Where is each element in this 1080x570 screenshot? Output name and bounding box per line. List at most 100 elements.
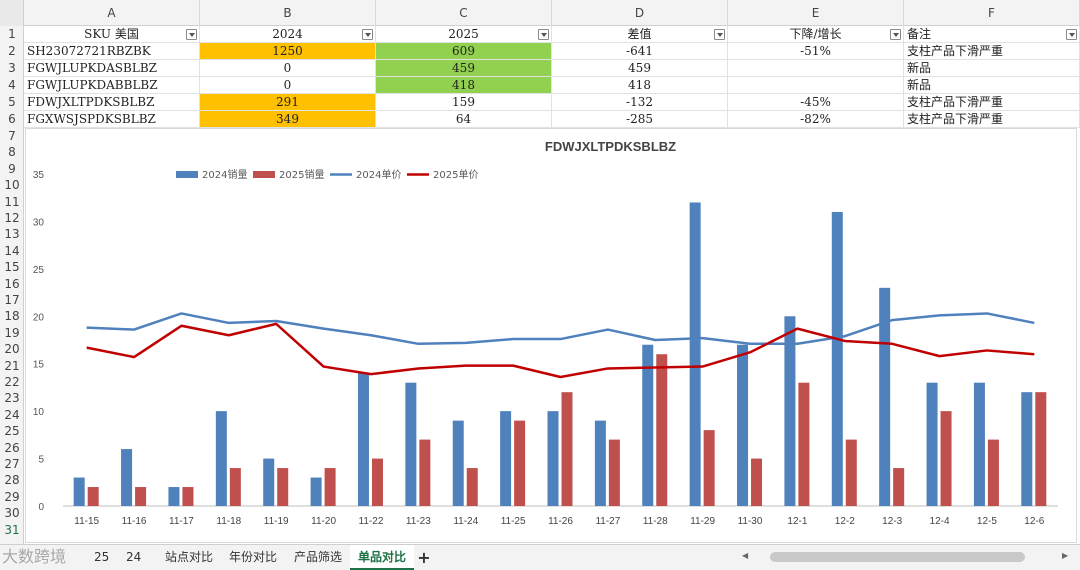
table-cell[interactable]: 支柱产品下滑严重 (904, 94, 1080, 111)
row-number[interactable]: 10 (4, 178, 20, 193)
table-cell[interactable]: -132 (552, 94, 728, 111)
sheet-tab-year-compare[interactable]: 年份对比 (229, 550, 278, 564)
row-number[interactable]: 19 (4, 325, 20, 340)
header-diff[interactable]: 差值 (552, 26, 728, 43)
chart-svg: FDWJXLTPDKSBLBZ 0 5 10 15 20 25 30 35 11-15 11-16 1… (33, 139, 1058, 527)
row-number[interactable]: 1 (8, 27, 16, 41)
table-cell[interactable]: 1250 (200, 43, 376, 60)
row-number[interactable]: 5 (8, 95, 16, 109)
table-cell[interactable]: 159 (376, 94, 552, 111)
row-number[interactable]: 13 (4, 227, 20, 242)
sheet-tab-24[interactable]: 24 (126, 550, 142, 564)
sheet-tab-single-compare[interactable]: 单品对比 (350, 545, 415, 570)
row-number[interactable]: 9 (8, 161, 16, 176)
row-number[interactable]: 2 (8, 44, 16, 58)
sheet-tab-product-filter[interactable]: 产品筛选 (294, 550, 343, 564)
row-number[interactable]: 16 (4, 276, 20, 291)
row-number[interactable]: 31 (4, 522, 20, 537)
row-number[interactable]: 3 (8, 61, 16, 75)
row-number[interactable]: 28 (4, 473, 20, 488)
table-cell[interactable]: -285 (552, 111, 728, 128)
row-number[interactable]: 18 (4, 309, 20, 324)
filter-dropdown-icon[interactable] (538, 29, 549, 40)
row-number[interactable]: 22 (4, 375, 20, 389)
row-number[interactable]: 23 (4, 391, 20, 406)
table-cell[interactable]: -82% (728, 111, 904, 128)
row-number[interactable]: 30 (4, 506, 20, 521)
row-number[interactable]: 29 (4, 489, 20, 504)
scroll-left-icon[interactable]: ◀ (742, 551, 749, 560)
x-tick-label: 11-27 (595, 516, 620, 527)
scroll-right-icon[interactable]: ▶ (1062, 551, 1069, 560)
table-cell[interactable]: 418 (376, 77, 552, 94)
row-number[interactable]: 14 (4, 243, 20, 258)
table-cell[interactable]: FGWJLUPKDASBLBZ (24, 60, 200, 77)
row-number[interactable]: 25 (4, 424, 20, 439)
header-note[interactable]: 备注 (904, 26, 1080, 43)
table-cell[interactable]: 0 (200, 77, 376, 94)
header-2025[interactable]: 2025 (376, 26, 552, 43)
table-cell[interactable]: -51% (728, 43, 904, 60)
column-header-a[interactable]: A (24, 0, 200, 26)
header-change[interactable]: 下降/增长 (728, 26, 904, 43)
table-cell[interactable]: FGXWSJSPDKSBLBZ (24, 111, 200, 128)
table-cell[interactable]: 291 (200, 94, 376, 111)
row-number[interactable]: 7 (8, 129, 16, 143)
select-all-corner[interactable] (0, 0, 24, 26)
bar-2024销量 (452, 420, 464, 506)
row-number[interactable]: 6 (8, 112, 16, 126)
row-number[interactable]: 8 (8, 145, 16, 160)
column-header-f[interactable]: F (904, 0, 1080, 26)
table-cell[interactable]: 349 (200, 111, 376, 128)
table-cell[interactable]: 0 (200, 60, 376, 77)
filter-dropdown-icon[interactable] (890, 29, 901, 40)
table-cell[interactable]: FDWJXLTPDKSBLBZ (24, 94, 200, 111)
row-number[interactable]: 27 (4, 457, 20, 471)
row-number[interactable]: 26 (4, 440, 20, 455)
row-number[interactable]: 20 (4, 342, 20, 357)
row-number[interactable]: 21 (4, 358, 20, 373)
filter-dropdown-icon[interactable] (186, 29, 197, 40)
header-2024[interactable]: 2024 (200, 26, 376, 43)
header-sku-label: SKU 美国 (84, 27, 139, 41)
sheet-tab-25[interactable]: 25 (94, 550, 110, 564)
bar-2024销量 (310, 477, 322, 506)
table-cell[interactable]: 459 (376, 60, 552, 77)
column-header-c[interactable]: C (376, 0, 552, 26)
table-cell[interactable]: -45% (728, 94, 904, 111)
row-number[interactable]: 12 (4, 211, 20, 225)
row-number[interactable]: 4 (8, 78, 16, 92)
table-cell[interactable]: FGWJLUPKDABBLBZ (24, 77, 200, 94)
filter-dropdown-icon[interactable] (714, 29, 725, 40)
add-sheet-button[interactable]: + (417, 548, 431, 567)
table-cell[interactable]: 新品 (904, 77, 1080, 94)
row-number[interactable]: 11 (4, 194, 20, 209)
column-header-b[interactable]: B (200, 0, 376, 26)
sheet-tab-site-compare[interactable]: 站点对比 (165, 550, 214, 564)
filter-dropdown-icon[interactable] (362, 29, 373, 40)
column-header-e[interactable]: E (728, 0, 904, 26)
table-cell[interactable]: 459 (552, 60, 728, 77)
table-cell[interactable]: 支柱产品下滑严重 (904, 43, 1080, 60)
filter-dropdown-icon[interactable] (1066, 29, 1077, 40)
bar-2025销量 (798, 382, 810, 506)
column-header-d[interactable]: D (552, 0, 728, 26)
table-cell[interactable]: 新品 (904, 60, 1080, 77)
row-number[interactable]: 17 (4, 293, 20, 307)
horizontal-scrollbar[interactable] (770, 552, 1025, 562)
bar-2025销量 (1035, 392, 1047, 506)
row-number[interactable]: 24 (4, 407, 20, 422)
table-cell[interactable]: SH23072721RBZBK (24, 43, 200, 60)
header-sku[interactable]: SKU 美国 (24, 26, 200, 43)
header-diff-label: 差值 (627, 27, 652, 41)
table-cell[interactable]: 支柱产品下滑严重 (904, 111, 1080, 128)
table-cell[interactable]: 418 (552, 77, 728, 94)
table-cell[interactable]: -641 (552, 43, 728, 60)
table-cell[interactable]: 64 (376, 111, 552, 128)
line-2024单价 (86, 312, 1035, 346)
table-cell[interactable] (728, 77, 904, 94)
chart-area[interactable]: FDWJXLTPDKSBLBZ 0 5 10 15 20 25 30 35 11-15 11-16 1… (25, 128, 1077, 543)
table-cell[interactable]: 609 (376, 43, 552, 60)
row-number[interactable]: 15 (4, 260, 20, 275)
table-cell[interactable] (728, 60, 904, 77)
